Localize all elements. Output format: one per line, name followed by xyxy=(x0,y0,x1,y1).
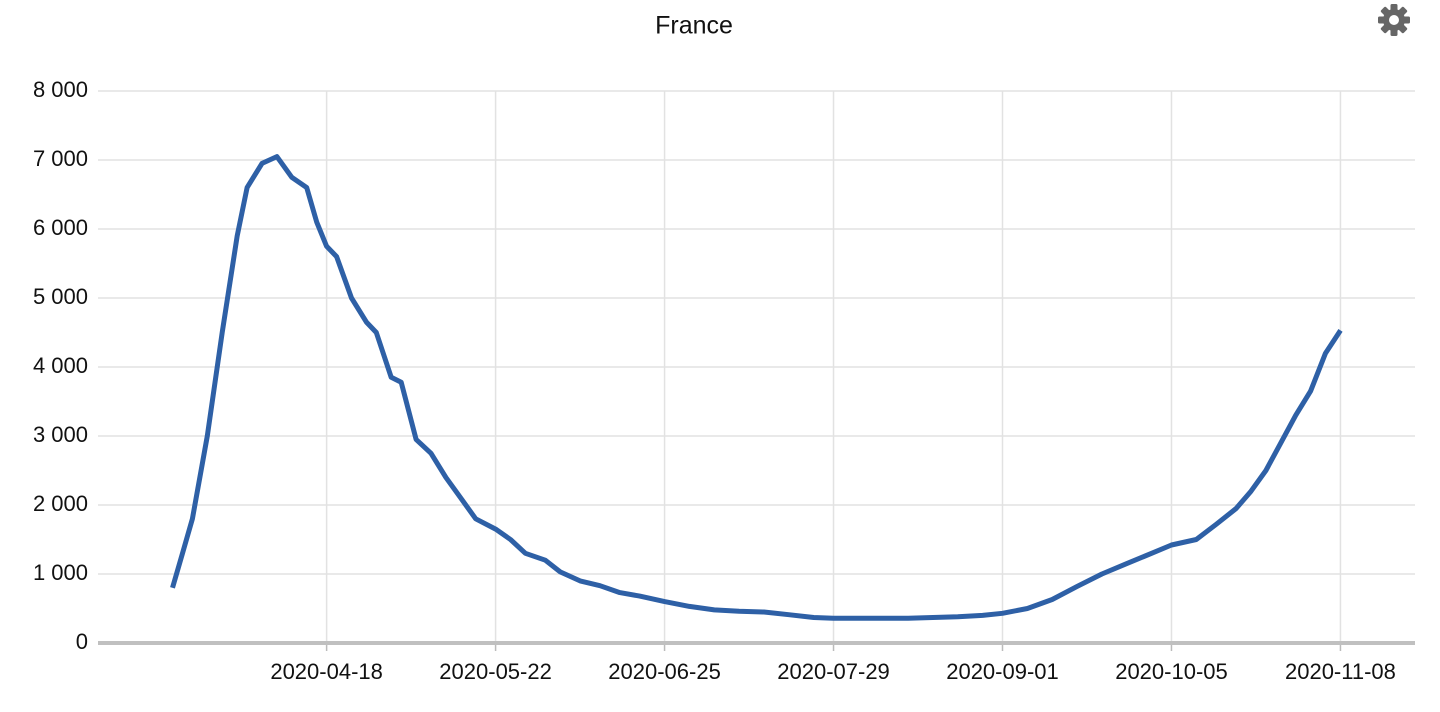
chart-title: France xyxy=(655,12,733,40)
y-tick-label: 2 000 xyxy=(33,491,88,516)
x-tick-label: 2020-09-01 xyxy=(946,659,1059,684)
y-tick-label: 5 000 xyxy=(33,284,88,309)
y-tick-label: 1 000 xyxy=(33,560,88,585)
settings-icon[interactable] xyxy=(1378,4,1410,36)
x-tick-label: 2020-06-25 xyxy=(608,659,721,684)
y-tick-label: 0 xyxy=(76,629,88,654)
y-tick-label: 4 000 xyxy=(33,353,88,378)
x-tick-label: 2020-11-08 xyxy=(1285,659,1396,684)
x-tick-label: 2020-10-05 xyxy=(1115,659,1228,684)
x-tick-label: 2020-07-29 xyxy=(777,659,890,684)
x-tick-label: 2020-04-18 xyxy=(270,659,383,684)
gear-hole xyxy=(1389,15,1399,25)
y-tick-label: 3 000 xyxy=(33,422,88,447)
y-tick-label: 8 000 xyxy=(33,77,88,102)
y-tick-label: 7 000 xyxy=(33,146,88,171)
x-tick-label: 2020-05-22 xyxy=(439,659,552,684)
data-line xyxy=(170,154,1343,621)
y-tick-label: 6 000 xyxy=(33,215,88,240)
